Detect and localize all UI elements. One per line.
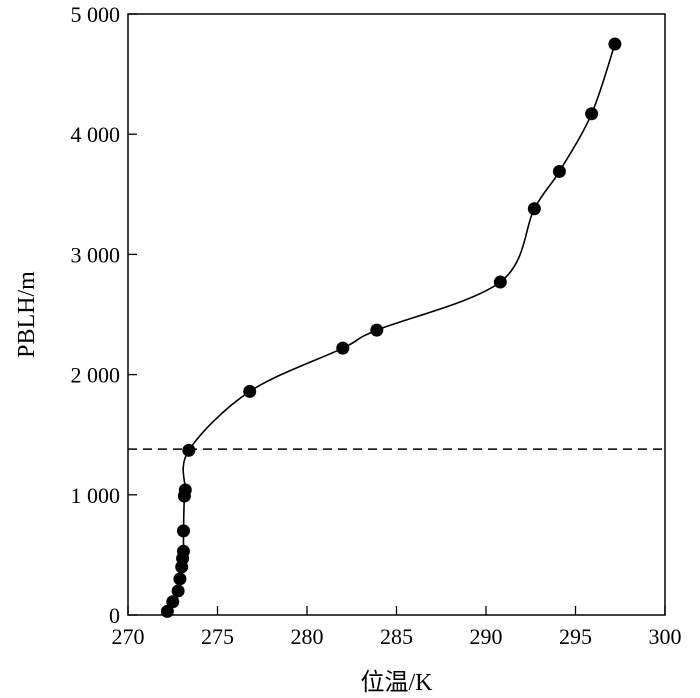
x-tick-label: 290	[470, 624, 503, 649]
data-point	[336, 341, 350, 355]
data-point	[370, 323, 384, 337]
data-point	[552, 164, 566, 178]
x-tick-label: 280	[291, 624, 324, 649]
data-point	[173, 572, 187, 586]
data-point	[176, 524, 190, 538]
y-tick-label: 0	[109, 603, 120, 628]
x-tick-label: 275	[201, 624, 234, 649]
y-tick-label: 1 000	[71, 483, 121, 508]
ticks-layer: 270 275 280 285 290 295 300 0 1 000 2 000 3 000 4 0…	[71, 2, 682, 649]
data-point	[527, 202, 541, 216]
x-tick-label: 270	[112, 624, 145, 649]
y-tick-label: 5 000	[71, 2, 121, 27]
data-point	[182, 443, 196, 457]
y-tick-label: 4 000	[71, 122, 121, 147]
curve-layer	[128, 43, 665, 612]
x-tick-label: 300	[649, 624, 682, 649]
x-tick-label: 295	[559, 624, 592, 649]
data-point	[166, 595, 180, 609]
y-tick-label: 2 000	[71, 363, 121, 388]
x-axis-title: 位温/K	[361, 669, 434, 696]
series-line	[166, 43, 616, 612]
data-point	[493, 275, 507, 289]
data-point	[178, 483, 192, 497]
data-point	[171, 584, 185, 598]
x-tick-label: 285	[380, 624, 413, 649]
points-layer	[160, 37, 622, 618]
data-point	[608, 37, 622, 51]
data-point	[585, 107, 599, 121]
y-tick-label: 3 000	[71, 242, 121, 267]
y-axis-title: PBLH/m	[14, 271, 40, 358]
data-point	[176, 544, 190, 558]
plot-frame	[127, 13, 666, 616]
data-point	[243, 384, 257, 398]
